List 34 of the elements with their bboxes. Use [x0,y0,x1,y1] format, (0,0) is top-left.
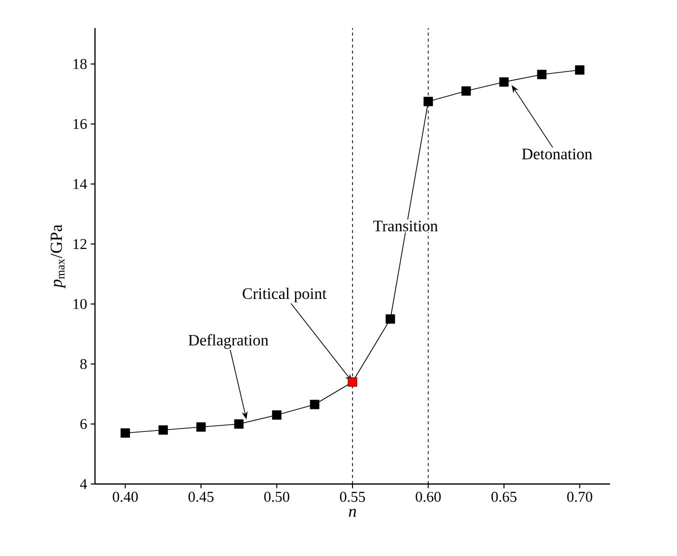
point [310,400,320,410]
point [424,96,433,106]
point [461,86,471,96]
y-tick-label: 18 [74,58,87,70]
annotation: Transition [373,220,438,232]
point [575,65,584,75]
point [348,377,358,387]
y-axis-title: p$_{max}$/GPa [50,224,66,289]
x-tick-label: 0.65 [491,492,516,502]
point [120,428,130,438]
x-tick-label: 0.60 [416,492,441,502]
annotation: Critical point [242,288,327,302]
point [272,410,282,420]
annotation: Detonation [522,148,592,160]
y-tick-label: 6 [80,418,87,430]
y-tick-label: 4 [80,479,87,489]
x-tick-label: 0.70 [567,492,592,502]
point [196,422,206,432]
point [537,70,547,80]
point [386,314,396,324]
x-tick-label: 0.45 [188,492,214,502]
y-tick-label: 10 [74,298,87,310]
x-tick-label: 0.50 [264,492,290,502]
y-tick-label: 12 [74,239,86,249]
x-tick-label: 0.40 [112,492,138,502]
y-tick-label: 14 [74,179,87,189]
point [234,419,244,429]
y-tick-label: 16 [74,118,87,130]
annotation: Deflagration [188,334,268,349]
y-tick-label: 8 [80,358,87,370]
point [158,425,168,435]
point [499,77,509,87]
x-axis-title: n [348,508,356,517]
x-tick-label: 0.55 [340,492,365,502]
